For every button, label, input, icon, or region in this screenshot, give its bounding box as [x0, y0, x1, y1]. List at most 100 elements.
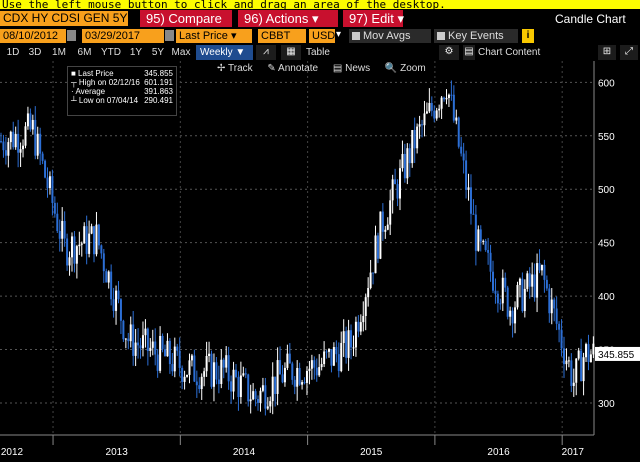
- candle-body: [190, 355, 193, 361]
- calendar-icon[interactable]: [67, 30, 76, 41]
- candle-body: [538, 263, 541, 271]
- y-tick-label: 500: [598, 185, 615, 196]
- candle-body: [168, 340, 171, 365]
- table-icon[interactable]: ▦: [281, 45, 301, 60]
- source-field[interactable]: CBBT: [258, 29, 306, 43]
- candle-body: [315, 367, 318, 376]
- candle-body: [220, 359, 223, 384]
- field-select[interactable]: Last Price ▾: [176, 29, 252, 43]
- line-chart-icon[interactable]: ⩘: [256, 45, 276, 60]
- candle-body: [435, 110, 438, 119]
- candle-body: [421, 124, 424, 126]
- candle-body: [506, 287, 509, 317]
- key-events-toggle[interactable]: Key Events: [434, 29, 518, 43]
- candle-body: [269, 401, 272, 407]
- candle-body: [553, 299, 556, 309]
- candle-body: [592, 343, 595, 355]
- candle-body: [146, 328, 149, 351]
- candle-body: [332, 347, 335, 366]
- candle-body: [198, 385, 201, 390]
- annotate-tool[interactable]: ✎ Annotate: [267, 63, 319, 74]
- candle-body: [342, 331, 345, 344]
- candle-body: [558, 323, 561, 330]
- chevron-down-icon[interactable]: ▾: [336, 29, 342, 40]
- compare-button[interactable]: 95) Compare: [140, 10, 232, 27]
- candle-body: [411, 129, 414, 164]
- chart-content-icon[interactable]: ▤: [463, 45, 475, 60]
- candle-body: [337, 354, 340, 371]
- table-button[interactable]: Table: [306, 47, 330, 58]
- x-tick-label: 2014: [233, 447, 256, 458]
- candle-body: [14, 133, 17, 148]
- candle-body: [176, 346, 179, 351]
- candle-body: [325, 351, 328, 353]
- chart-legend: ■ Last Price 345.855 ┬ High on 02/12/16 601…: [67, 66, 177, 116]
- end-date-field[interactable]: 03/29/2017: [82, 29, 164, 43]
- candle-body: [31, 119, 34, 130]
- candle-body: [482, 240, 485, 242]
- candle-body: [239, 375, 242, 398]
- period-button-1y[interactable]: 1Y: [129, 47, 143, 58]
- candle-body: [423, 113, 426, 126]
- start-date-field[interactable]: 08/10/2012: [0, 29, 66, 43]
- candle-body: [347, 330, 350, 358]
- security-input[interactable]: CDX HY CDSI GEN 5Y: [0, 11, 128, 26]
- candle-body: [203, 371, 206, 377]
- pin-icon[interactable]: ⊞: [598, 45, 616, 60]
- period-button-3d[interactable]: 3D: [28, 47, 42, 58]
- candle-body: [369, 272, 372, 289]
- candle-body: [217, 379, 220, 384]
- calendar-icon[interactable]: [165, 30, 174, 41]
- legend-row: ┴ Low on 07/04/14 290.491: [71, 96, 173, 105]
- period-button-5y[interactable]: 5Y: [151, 47, 165, 58]
- chart-content-button[interactable]: Chart Content: [478, 47, 541, 58]
- candle-body: [132, 324, 135, 356]
- legend-row: · Average 391.863: [71, 87, 173, 96]
- candle-body: [531, 274, 534, 287]
- candle-body: [572, 382, 575, 386]
- expand-icon[interactable]: ⤢: [620, 45, 638, 60]
- track-tool[interactable]: ✢ Track: [217, 63, 253, 74]
- candle-body: [149, 347, 152, 351]
- candle-body: [298, 367, 301, 385]
- candle-body: [66, 238, 69, 266]
- candle-body: [271, 376, 274, 402]
- gear-icon[interactable]: ⚙: [439, 45, 459, 60]
- edit-button[interactable]: 97) Edit ▾: [343, 10, 404, 27]
- news-tool[interactable]: ▤ News: [332, 63, 371, 74]
- candle-body: [455, 117, 458, 121]
- candle-body: [484, 240, 487, 251]
- candle-body: [499, 303, 502, 305]
- candle-body: [575, 358, 578, 383]
- candle-body: [183, 376, 186, 382]
- frequency-select[interactable]: Weekly ▼: [196, 45, 253, 60]
- x-tick-label: 2016: [487, 447, 510, 458]
- candle-body: [41, 153, 44, 161]
- candle-body: [274, 376, 277, 394]
- candle-body: [266, 406, 269, 409]
- candle-body: [95, 224, 98, 255]
- candle-body: [425, 111, 428, 114]
- candle-body: [276, 360, 279, 394]
- candle-body: [291, 363, 294, 380]
- candle-body: [164, 349, 167, 357]
- zoom-tool[interactable]: 🔍 Zoom: [384, 63, 426, 74]
- period-button-ytd[interactable]: YTD: [101, 47, 121, 58]
- candle-body: [61, 220, 64, 239]
- info-icon[interactable]: i: [522, 29, 534, 43]
- candle-body: [296, 367, 299, 387]
- candle-body: [178, 350, 181, 368]
- currency-field[interactable]: USD: [309, 29, 335, 43]
- mov-avgs-toggle[interactable]: Mov Avgs: [349, 29, 431, 43]
- candle-body: [53, 202, 56, 214]
- candle-chart[interactable]: 3003504004505005506002012201320142015201…: [0, 61, 640, 462]
- candle-body: [550, 299, 553, 314]
- period-button-1d[interactable]: 1D: [6, 47, 20, 58]
- legend-label: ┬ High on 02/12/16: [71, 78, 140, 87]
- period-button-6m[interactable]: 6M: [77, 47, 92, 58]
- period-button-max[interactable]: Max: [171, 47, 191, 58]
- candle-body: [398, 168, 401, 199]
- period-button-1m[interactable]: 1M: [52, 47, 66, 58]
- actions-button[interactable]: 96) Actions ▾: [238, 10, 338, 27]
- candle-body: [430, 102, 433, 111]
